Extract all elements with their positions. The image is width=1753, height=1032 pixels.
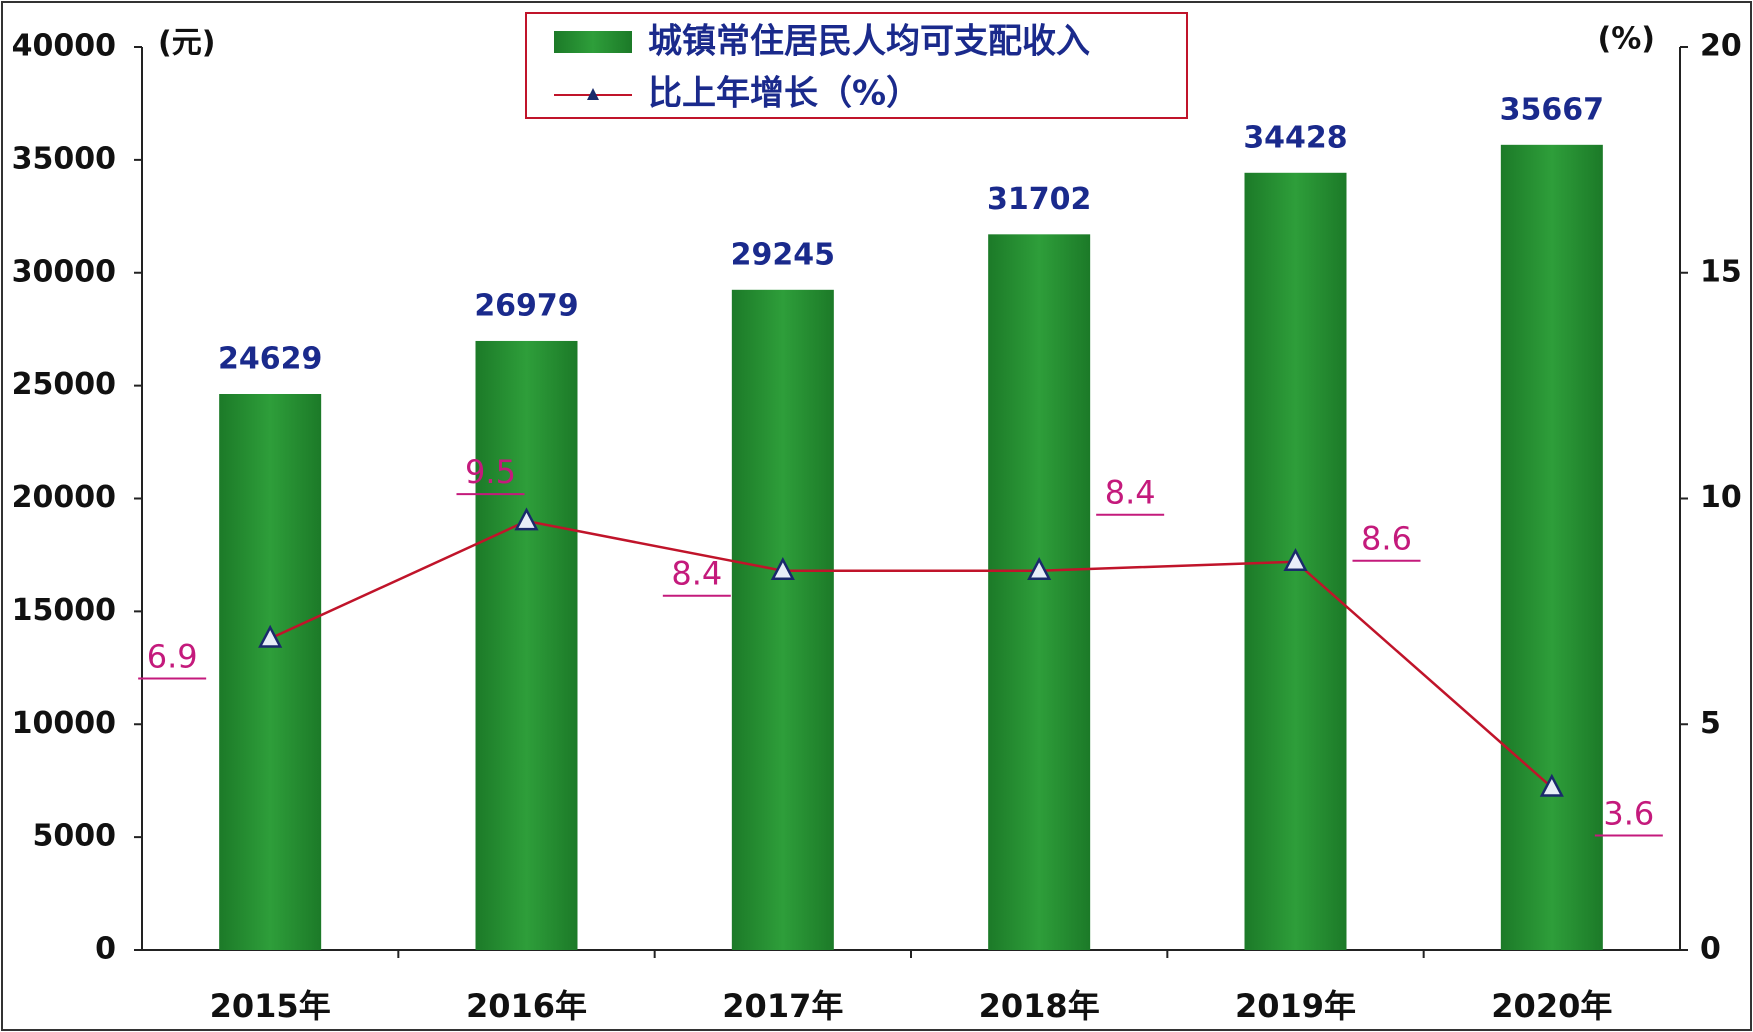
y-tick-label: 5000 (33, 819, 117, 854)
bar (475, 340, 578, 950)
y2-tick-label: 10 (1700, 480, 1742, 515)
x-tick-label: 2018年 (979, 987, 1100, 1025)
x-tick-label: 2019年 (1235, 987, 1356, 1025)
line-value-label: 8.6 (1361, 520, 1412, 558)
line-value-label: 8.4 (671, 555, 722, 593)
line (269, 519, 1553, 789)
line-marker (1539, 773, 1564, 797)
line-marker (258, 624, 283, 648)
bar (1500, 144, 1603, 950)
y-tick-label: 35000 (12, 141, 116, 176)
bar (988, 234, 1091, 951)
line-value-label: 8.4 (1105, 474, 1156, 512)
x-tick-label: 2016年 (466, 987, 587, 1025)
x-tick-label: 2015年 (210, 987, 331, 1025)
bar-value-label: 26979 (474, 288, 578, 323)
y-tick-label: 15000 (12, 593, 116, 628)
line-value-label: 3.6 (1603, 794, 1654, 832)
bar (731, 289, 834, 950)
legend-label: 比上年增长（%） (648, 74, 920, 114)
y-tick-label: 25000 (12, 367, 116, 402)
bar-value-label: 24629 (218, 342, 322, 377)
y-tick-label: 0 (95, 932, 116, 967)
y2-tick-label: 5 (1700, 706, 1721, 741)
bar-value-label: 34428 (1243, 120, 1347, 155)
y2-unit: (%) (1598, 22, 1655, 57)
y-unit: (元) (158, 26, 215, 61)
line-marker (770, 557, 795, 580)
bar-value-label: 31702 (987, 182, 1091, 217)
y2-tick-label: 20 (1700, 29, 1742, 64)
line-marker (1027, 557, 1052, 580)
line-marker (1283, 548, 1308, 571)
y2-tick-label: 15 (1700, 254, 1742, 289)
bar (219, 394, 322, 950)
y-tick-label: 40000 (12, 29, 116, 64)
legend-label: 城镇常住居民人均可支配收入 (648, 22, 1090, 62)
y-tick-label: 10000 (12, 706, 116, 741)
y-tick-label: 20000 (12, 480, 116, 515)
line-marker (514, 507, 539, 531)
x-tick-label: 2017年 (722, 987, 843, 1025)
legend-marker (587, 88, 599, 100)
line-value-label: 9.5 (465, 453, 516, 491)
x-tick-label: 2020年 (1491, 987, 1612, 1025)
y-tick-label: 30000 (12, 254, 116, 289)
y2-tick-label: 0 (1700, 932, 1721, 967)
legend-swatch (554, 31, 632, 53)
bar-value-label: 29245 (731, 237, 835, 272)
line-value-label: 6.9 (147, 637, 198, 675)
bar-value-label: 35667 (1500, 92, 1604, 127)
legend-box (525, 12, 1188, 119)
